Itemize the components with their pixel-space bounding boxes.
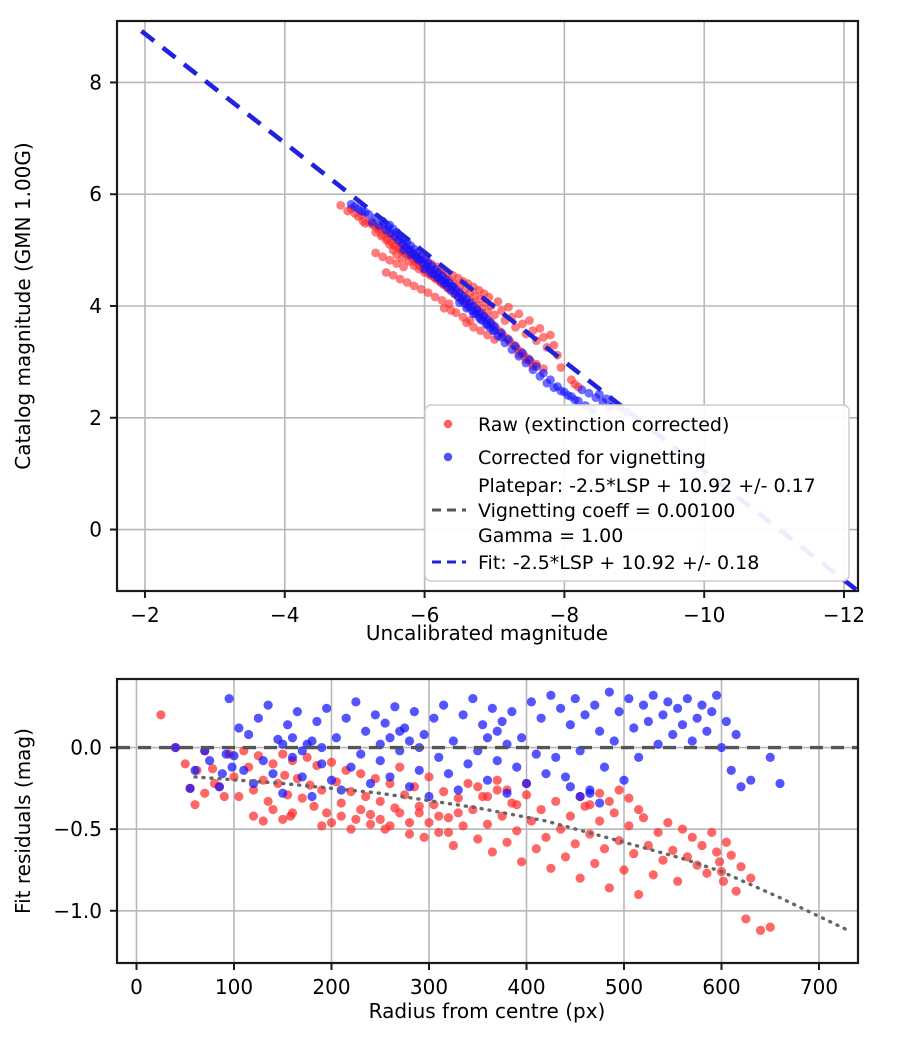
vignetting-curve (193, 775, 850, 933)
top-xtick-label: −4 (270, 603, 299, 627)
legend-marker-raw (443, 419, 453, 429)
legend-label-raw: Raw (extinction corrected) (478, 414, 729, 436)
bottom-yaxis-label: Fit residuals (mag) (11, 728, 35, 914)
bottom-plot-datapoints (156, 687, 785, 935)
top-xtick-label: −12 (823, 603, 865, 627)
bottom-xtick-label: 300 (410, 975, 448, 999)
bottom-xtick-label: 400 (507, 975, 545, 999)
bottom-ytick-label: −0.5 (53, 817, 102, 841)
top-ytick-label: 2 (89, 406, 102, 430)
bottom-xtick-label: 700 (800, 975, 838, 999)
top-ytick-label: 4 (89, 294, 102, 318)
bottom-xtick-label: 500 (605, 975, 643, 999)
bottom-xtick-label: 0 (130, 975, 143, 999)
legend-label-corrected: Corrected for vignetting (478, 447, 706, 469)
legend-marker-corrected (443, 452, 453, 462)
top-plot-gridlines (117, 21, 858, 591)
bottom-ytick-label: 0.0 (70, 736, 102, 760)
fit-residuals-panel: 0 100 200 300 400 500 600 700 0.0 −0.5 −1.0 Radius… (11, 677, 860, 1023)
legend-label-fit: Fit: -2.5*LSP + 10.92 +/- 0.18 (478, 552, 759, 574)
top-ytick-label: 6 (89, 182, 102, 206)
bottom-ytick-label: −1.0 (53, 899, 102, 923)
top-ytick-label: 8 (89, 70, 102, 94)
legend-label-platepar: Platepar: -2.5*LSP + 10.92 +/- 0.17 (478, 475, 816, 497)
bottom-plot-ticks: 0 100 200 300 400 500 600 700 0.0 −0.5 −1.0 (53, 736, 838, 999)
top-plot-datapoints (336, 199, 632, 433)
top-xtick-label: −6 (410, 603, 439, 627)
legend-box (424, 404, 850, 582)
legend-label-vignetting-coeff: Vignetting coeff = 0.00100 (478, 500, 735, 522)
bottom-xtick-label: 200 (312, 975, 350, 999)
top-ytick-label: 0 (89, 518, 102, 542)
bottom-plot-frame (115, 677, 860, 965)
top-xaxis-label: Uncalibrated magnitude (366, 621, 608, 645)
top-plot-ticks: −2 −4 −6 −8 −10 −12 0 2 4 6 8 (89, 70, 865, 627)
legend-label-gamma: Gamma = 1.00 (478, 525, 623, 547)
top-xtick-label: −10 (683, 603, 725, 627)
top-yaxis-label: Catalog magnitude (GMN 1.00G) (11, 142, 35, 469)
top-xtick-label: −2 (130, 603, 159, 627)
legend: Raw (extinction corrected) Corrected for… (424, 404, 850, 582)
bottom-xaxis-label: Radius from centre (px) (369, 999, 606, 1023)
top-xtick-label: −8 (550, 603, 579, 627)
bottom-xtick-label: 100 (215, 975, 253, 999)
bottom-xtick-label: 600 (702, 975, 740, 999)
